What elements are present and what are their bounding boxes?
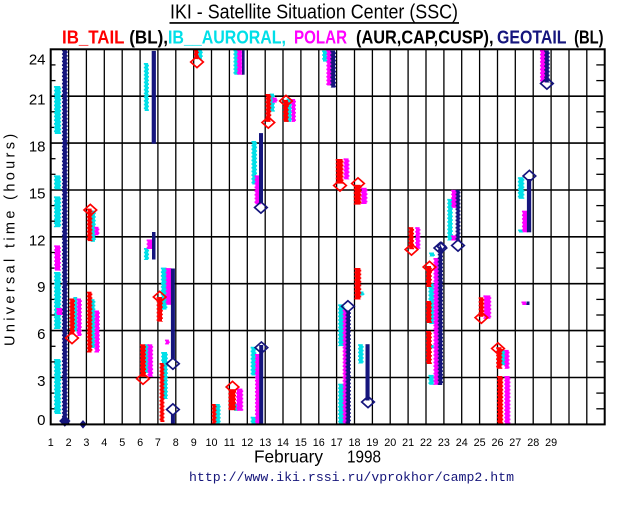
svg-text:20: 20 — [384, 437, 396, 449]
svg-text:4: 4 — [101, 437, 107, 449]
svg-text:18: 18 — [29, 139, 46, 156]
svg-text:8: 8 — [173, 437, 179, 449]
svg-text:10: 10 — [205, 437, 217, 449]
svg-text:9: 9 — [37, 279, 45, 296]
svg-text:IKI - Satellite Situation Cent: IKI - Satellite Situation Center (SSC) — [170, 1, 458, 24]
svg-text:21: 21 — [29, 92, 46, 109]
svg-text:24: 24 — [456, 437, 468, 449]
svg-text:(BL),: (BL), — [125, 27, 169, 48]
svg-text:14: 14 — [277, 437, 289, 449]
svg-text:3: 3 — [37, 373, 45, 390]
svg-text:6: 6 — [137, 437, 143, 449]
svg-text:16: 16 — [313, 437, 325, 449]
svg-text:29: 29 — [545, 437, 557, 449]
svg-text:(AUR,CAP,CUSP),: (AUR,CAP,CUSP), — [352, 27, 494, 48]
svg-text:26: 26 — [491, 437, 503, 449]
svg-text:IB__AURORAL,: IB__AURORAL, — [168, 27, 286, 48]
svg-text:28: 28 — [527, 437, 539, 449]
svg-text:25: 25 — [474, 437, 486, 449]
svg-text:12: 12 — [241, 437, 253, 449]
svg-text:9: 9 — [191, 437, 197, 449]
svg-text:3: 3 — [83, 437, 89, 449]
svg-text:0: 0 — [37, 412, 45, 429]
svg-text:1998: 1998 — [347, 447, 381, 467]
svg-text:(BL): (BL) — [570, 27, 604, 48]
svg-text:17: 17 — [331, 437, 343, 449]
svg-text:http://www.iki.rssi.ru/vprokho: http://www.iki.rssi.ru/vprokhor/camp2.ht… — [189, 470, 514, 485]
svg-text:12: 12 — [29, 232, 46, 249]
svg-text:GEOTAIL: GEOTAIL — [497, 27, 567, 48]
svg-text:13: 13 — [259, 437, 271, 449]
svg-text:23: 23 — [438, 437, 450, 449]
svg-text:POLAR: POLAR — [294, 27, 347, 48]
svg-text:February: February — [254, 447, 323, 467]
svg-text:24: 24 — [29, 52, 46, 69]
svg-text:2: 2 — [66, 437, 72, 449]
svg-text:Universal time (hours): Universal time (hours) — [3, 130, 19, 346]
svg-text:IB_TAIL: IB_TAIL — [62, 27, 125, 48]
svg-text:22: 22 — [420, 437, 432, 449]
svg-text:7: 7 — [155, 437, 161, 449]
svg-text:15: 15 — [29, 185, 46, 202]
svg-text:21: 21 — [402, 437, 414, 449]
svg-text:19: 19 — [366, 437, 378, 449]
svg-text:5: 5 — [119, 437, 125, 449]
svg-text:11: 11 — [224, 437, 235, 449]
svg-text:1: 1 — [48, 437, 54, 449]
svg-text:27: 27 — [509, 437, 521, 449]
svg-text:6: 6 — [37, 326, 45, 343]
svg-text:18: 18 — [348, 437, 360, 449]
svg-text:15: 15 — [295, 437, 307, 449]
